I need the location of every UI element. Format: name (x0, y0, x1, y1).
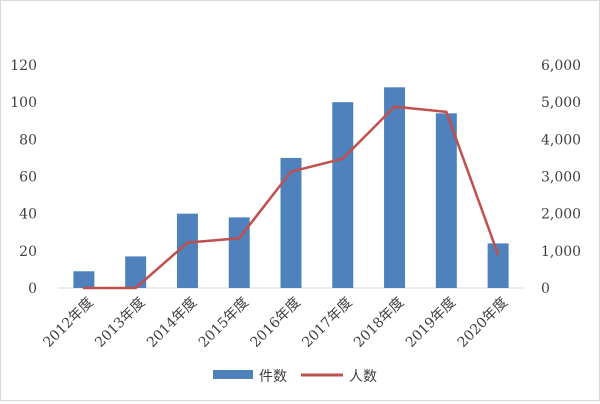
left-tick-label: 120 (10, 58, 37, 74)
bar-2012年度 (73, 271, 95, 288)
right-tick-label: 6,000 (541, 58, 581, 74)
x-tick-label: 2016年度 (248, 295, 304, 351)
line-point-2014年度 (186, 241, 189, 244)
line-point-2020年度 (496, 253, 500, 256)
line-point-2012年度 (82, 286, 86, 290)
bar-2013年度 (125, 256, 147, 288)
right-tick-label: 0 (541, 281, 550, 297)
x-tick-label: 2012年度 (40, 295, 96, 351)
bar-2017年度 (332, 102, 354, 289)
line-point-2013年度 (134, 286, 137, 290)
bar-2014年度 (176, 213, 198, 288)
x-tick-label: 2017年度 (299, 295, 355, 351)
right-tick-label: 2,000 (541, 207, 581, 223)
x-tick-label: 2020年度 (455, 295, 511, 351)
x-tick-label: 2013年度 (92, 295, 148, 351)
bar-2015年度 (228, 217, 250, 288)
right-axis-ticks: 0 1,000 2,000 3,000 4,000 5,000 6,000 (541, 58, 581, 297)
right-tick-label: 4,000 (541, 132, 581, 148)
legend-label-line: 人数 (349, 369, 377, 385)
bar-2018年度 (384, 87, 406, 288)
x-tick-label: 2019年度 (403, 295, 459, 351)
right-tick-label: 3,000 (541, 170, 581, 186)
right-tick-label: 5,000 (541, 95, 581, 111)
legend-label-bar: 件数 (259, 369, 287, 385)
legend: 件数 人数 (213, 369, 377, 385)
left-tick-label: 80 (19, 132, 37, 148)
left-tick-label: 40 (19, 207, 37, 223)
x-tick-label: 2018年度 (351, 295, 407, 351)
left-axis-ticks: 0 20 40 60 80 100 120 (10, 58, 37, 297)
x-tick-label: 2015年度 (196, 295, 252, 351)
bar-series (73, 87, 509, 289)
left-tick-label: 0 (28, 281, 37, 297)
line-series (82, 105, 500, 290)
line-point-2019年度 (445, 110, 448, 114)
x-axis-labels: 2012年度2013年度2014年度2015年度2016年度2017年度2018… (40, 295, 511, 351)
bar-2020年度 (487, 243, 509, 288)
line-point-2015年度 (238, 236, 241, 240)
left-tick-label: 20 (19, 244, 37, 260)
right-tick-label: 1,000 (541, 244, 581, 260)
x-tick-label: 2014年度 (144, 295, 200, 351)
left-tick-label: 60 (19, 170, 37, 186)
bar-2019年度 (435, 113, 457, 288)
legend-swatch-bar (213, 370, 253, 379)
left-tick-label: 100 (10, 95, 37, 111)
line-point-2018年度 (393, 105, 396, 108)
bar-2016年度 (280, 157, 302, 288)
line-point-2017年度 (341, 157, 344, 160)
line-point-2016年度 (289, 170, 293, 173)
